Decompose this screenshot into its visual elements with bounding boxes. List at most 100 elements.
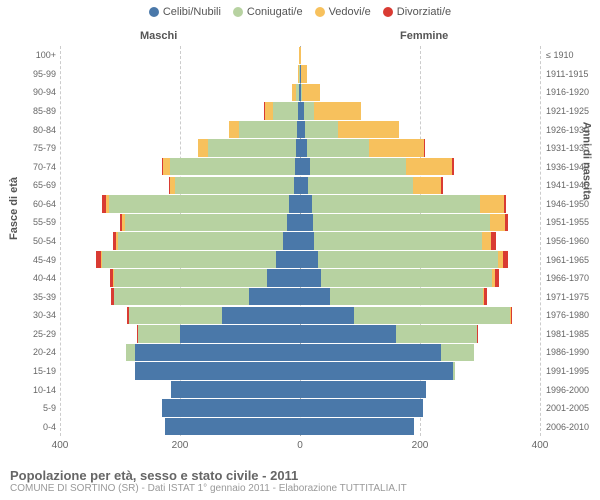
segment-married: [305, 121, 338, 139]
age-label: 50-54: [18, 236, 56, 246]
pyramid-row: [60, 158, 540, 176]
female-bar: [300, 325, 478, 343]
female-bar: [300, 65, 307, 83]
segment-single: [287, 214, 300, 232]
segment-widowed: [229, 121, 240, 139]
male-bar: [127, 307, 300, 325]
female-bar: [300, 102, 361, 120]
birth-year-label: 1911-1915: [546, 69, 588, 79]
pyramid-row: [60, 418, 540, 436]
segment-single: [300, 269, 321, 287]
male-bar: [162, 399, 300, 417]
legend-swatch: [233, 7, 243, 17]
segment-married: [118, 232, 283, 250]
legend-label: Celibi/Nubili: [163, 6, 221, 18]
segment-single: [300, 399, 423, 417]
birth-year-label: 1936-1940: [546, 162, 589, 172]
male-bar: [111, 288, 300, 306]
pyramid-row: [60, 102, 540, 120]
male-bar: [198, 139, 300, 157]
segment-single: [162, 399, 300, 417]
segment-single: [300, 418, 414, 436]
segment-widowed: [163, 158, 170, 176]
segment-married: [273, 102, 298, 120]
segment-widowed: [490, 214, 504, 232]
segment-married: [129, 307, 222, 325]
age-label: 100+: [18, 50, 56, 60]
pyramid-row: [60, 307, 540, 325]
male-bar: [292, 84, 300, 102]
segment-widowed: [480, 195, 504, 213]
segment-married: [239, 121, 297, 139]
segment-single: [171, 381, 300, 399]
age-label: 90-94: [18, 87, 56, 97]
age-label: 15-19: [18, 366, 56, 376]
age-label: 85-89: [18, 106, 56, 116]
segment-married: [396, 325, 477, 343]
birth-year-label: 1916-1920: [546, 87, 589, 97]
pyramid-row: [60, 344, 540, 362]
segment-widowed: [369, 139, 424, 157]
pyramid-row: [60, 381, 540, 399]
segment-single: [267, 269, 300, 287]
segment-married: [125, 214, 287, 232]
segment-widowed: [300, 47, 301, 65]
segment-married: [307, 139, 369, 157]
pyramid-row: [60, 121, 540, 139]
birth-year-label: 1996-2000: [546, 385, 589, 395]
chart-footer: Popolazione per età, sesso e stato civil…: [10, 468, 407, 494]
segment-married: [208, 139, 297, 157]
age-label: 95-99: [18, 69, 56, 79]
female-bar: [300, 177, 443, 195]
segment-widowed: [413, 177, 441, 195]
segment-single: [165, 418, 300, 436]
segment-widowed: [301, 65, 307, 83]
male-bar: [110, 269, 300, 287]
age-label: 75-79: [18, 143, 56, 153]
segment-married: [321, 269, 492, 287]
pyramid-row: [60, 195, 540, 213]
segment-single: [300, 325, 396, 343]
segment-widowed: [314, 102, 361, 120]
birth-year-label: 1921-1925: [546, 106, 589, 116]
segment-divorced: [495, 269, 499, 287]
pyramid-row: [60, 251, 540, 269]
birth-year-label: 2001-2005: [546, 403, 589, 413]
female-bar: [300, 344, 474, 362]
birth-year-label: 1986-1990: [546, 347, 589, 357]
age-label: 35-39: [18, 292, 56, 302]
pyramid-row: [60, 65, 540, 83]
segment-widowed: [338, 121, 399, 139]
female-bar: [300, 214, 508, 232]
pyramid-row: [60, 47, 540, 65]
segment-single: [300, 177, 308, 195]
male-bar: [165, 418, 300, 436]
pyramid-row: [60, 362, 540, 380]
segment-single: [300, 251, 318, 269]
segment-married: [310, 158, 406, 176]
birth-year-label: 1956-1960: [546, 236, 589, 246]
age-label: 45-49: [18, 255, 56, 265]
female-bar: [300, 232, 496, 250]
segment-single: [283, 232, 300, 250]
pyramid-row: [60, 232, 540, 250]
segment-married: [330, 288, 483, 306]
segment-divorced: [484, 288, 487, 306]
segment-single: [300, 158, 310, 176]
segment-divorced: [504, 195, 506, 213]
female-bar: [300, 269, 499, 287]
segment-single: [300, 362, 453, 380]
legend-item: Coniugati/e: [233, 6, 303, 18]
birth-year-label: 2006-2010: [546, 422, 589, 432]
age-label: 25-29: [18, 329, 56, 339]
legend-swatch: [149, 7, 159, 17]
female-bar: [300, 418, 414, 436]
segment-married: [170, 158, 295, 176]
age-label: 80-84: [18, 125, 56, 135]
female-bar: [300, 158, 454, 176]
female-bar: [300, 288, 487, 306]
birth-year-label: 1971-1975: [546, 292, 589, 302]
age-label: 60-64: [18, 199, 56, 209]
segment-single: [276, 251, 300, 269]
birth-year-label: 1981-1985: [546, 329, 589, 339]
